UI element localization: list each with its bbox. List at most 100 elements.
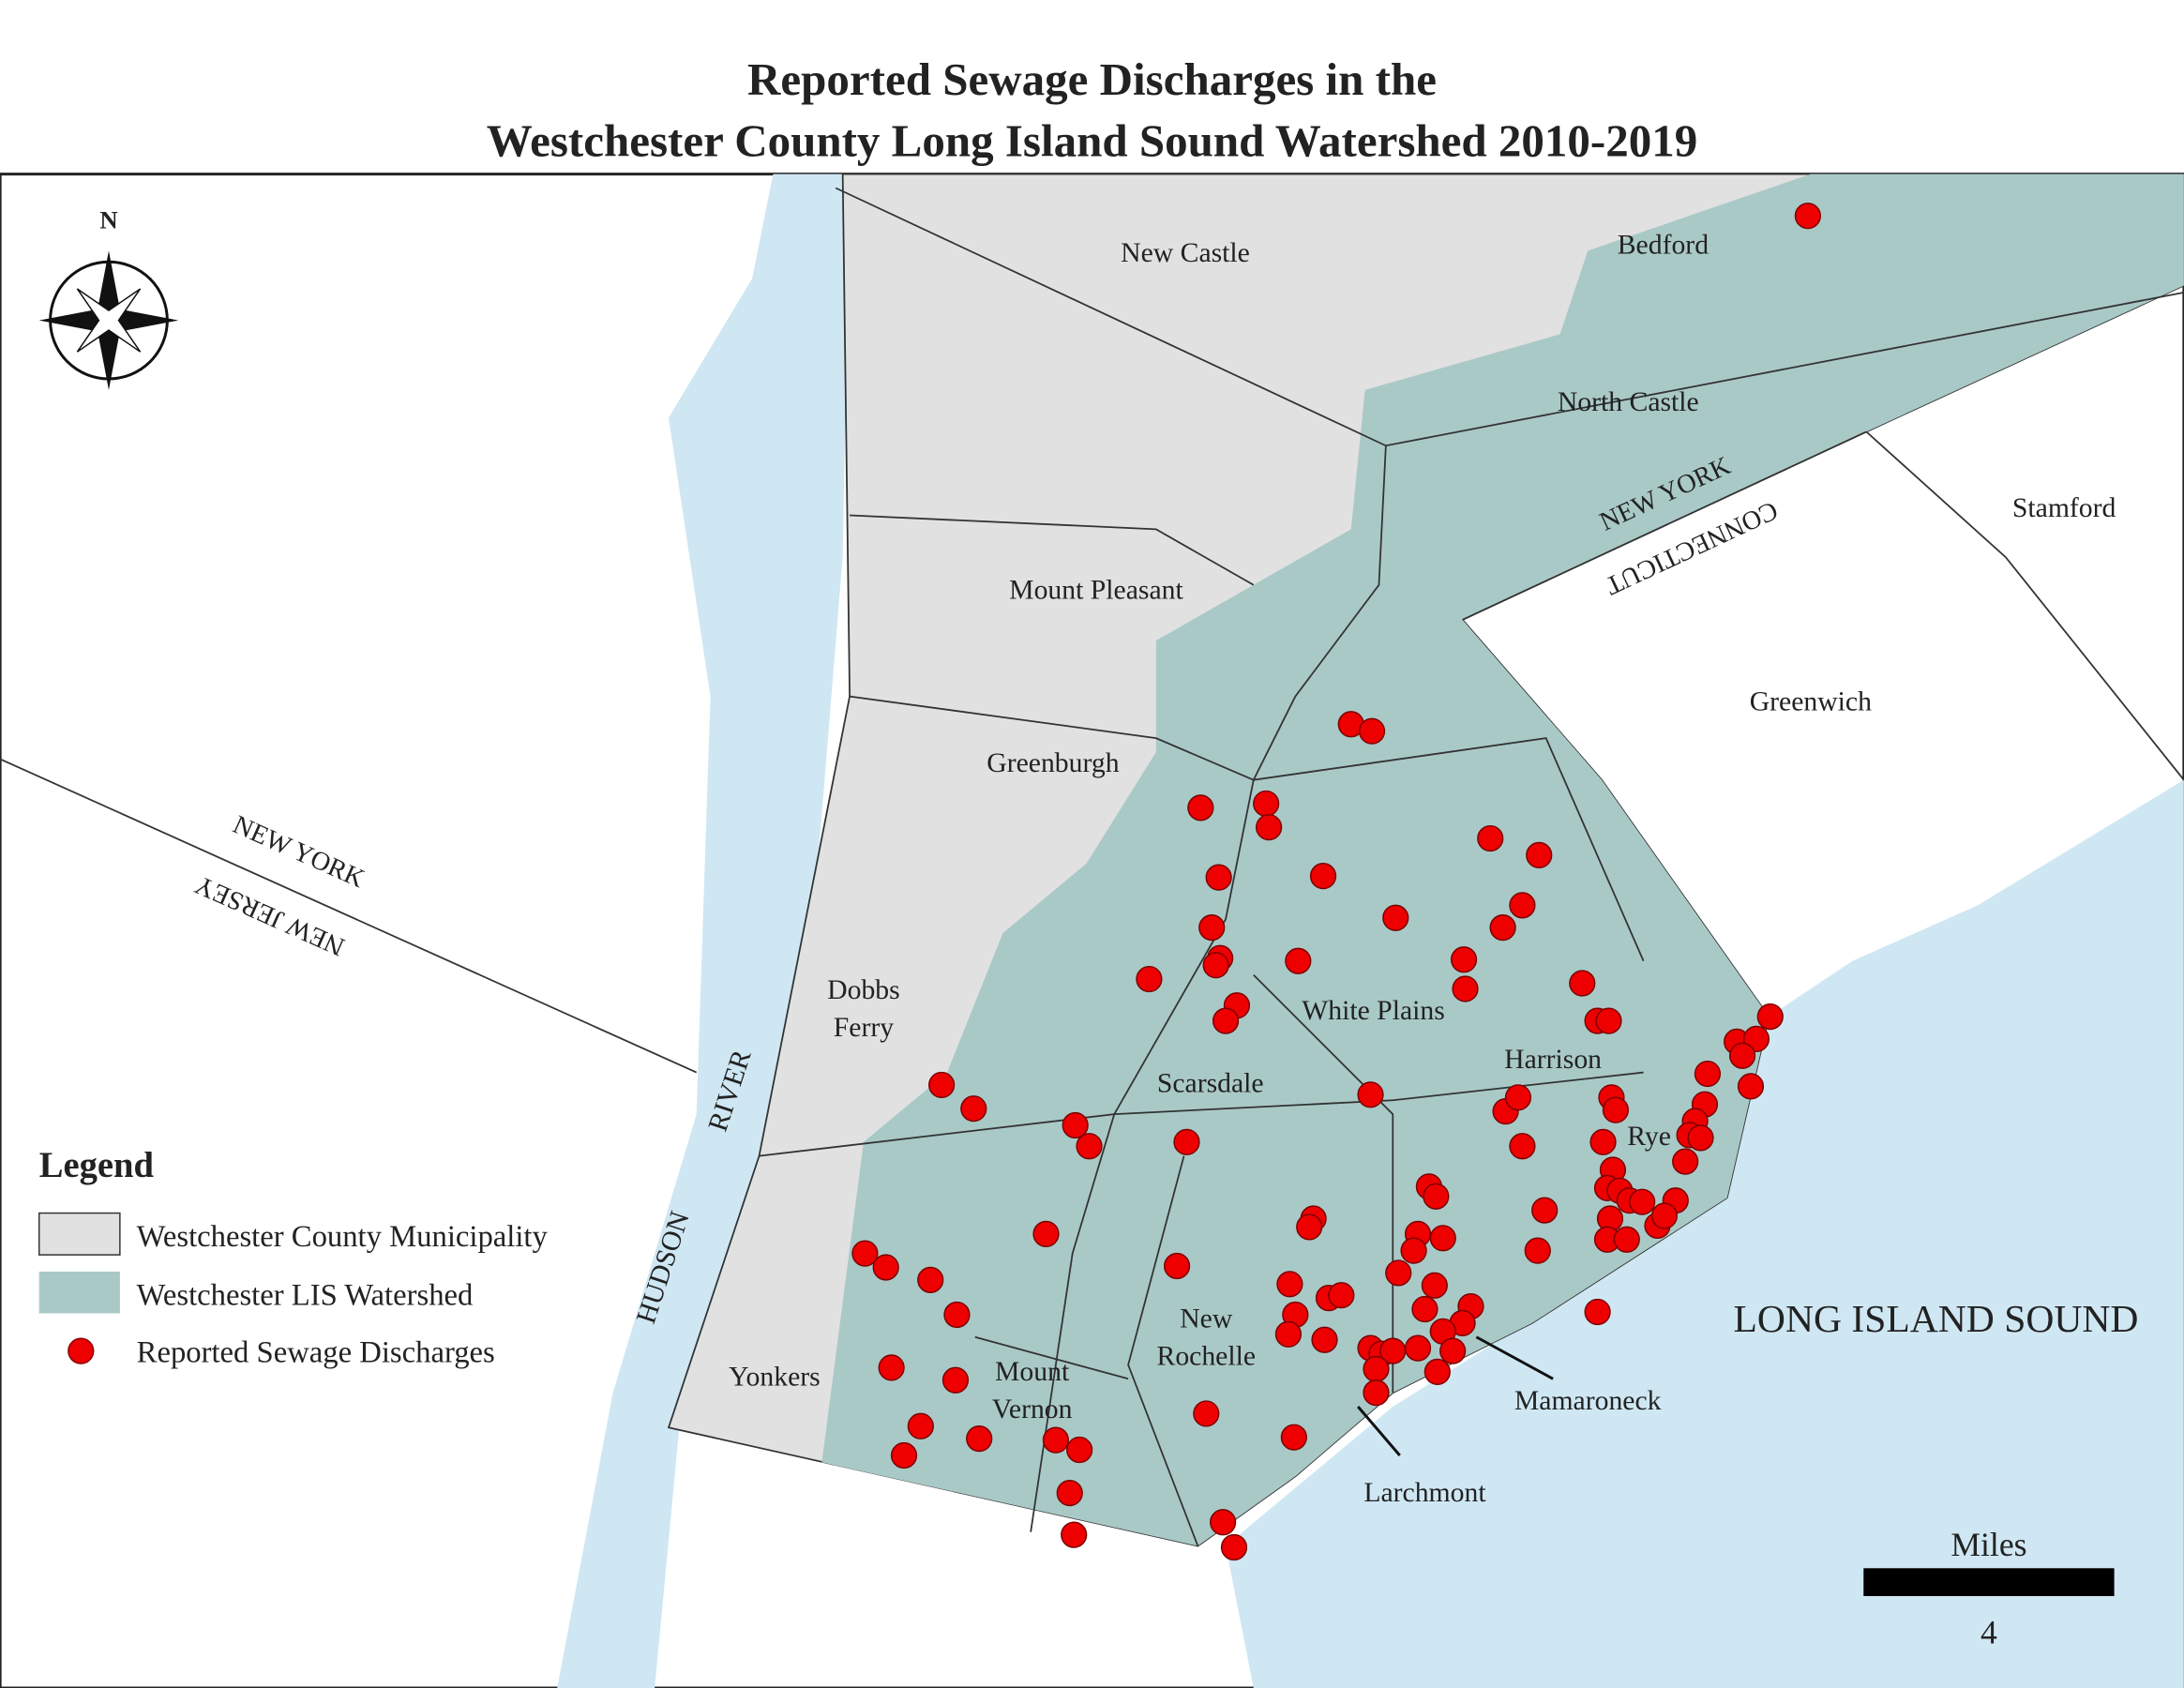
discharge-point	[1205, 864, 1232, 891]
legend: Legend Westchester County Municipality W…	[38, 1146, 549, 1369]
labels: New Castle Bedford North Castle Stamford Mou…	[729, 230, 2116, 1508]
place-label: New Rochelle	[1157, 1304, 1257, 1371]
discharge-point	[1198, 914, 1226, 942]
boundary	[1127, 1155, 1199, 1546]
place-label: Mount Pleasant	[1009, 576, 1183, 606]
place-label: Rye	[1627, 1122, 1671, 1152]
place-label: Greenburgh	[987, 748, 1119, 778]
hudson-water	[557, 173, 851, 1688]
discharge-point	[1728, 1042, 1756, 1069]
discharge-point	[1385, 1259, 1412, 1287]
title: Westchester County Long Island Sound Wat…	[487, 114, 1697, 166]
discharge-point	[1450, 946, 1478, 973]
place-label-line: Dobbs	[827, 975, 900, 1005]
discharge-point	[1296, 1213, 1323, 1241]
discharge-point	[878, 1354, 905, 1381]
compass-label: N	[99, 206, 117, 234]
title: Reported Sewage Discharges in the	[747, 53, 1437, 105]
state-line	[0, 758, 698, 1074]
discharge-point	[1061, 1521, 1088, 1548]
discharge-point	[1489, 914, 1516, 942]
discharge-point	[1136, 965, 1163, 993]
place-label-line: Mount	[995, 1357, 1070, 1387]
discharge-point	[1062, 1111, 1089, 1139]
discharge-point	[1311, 1326, 1338, 1353]
place-label: Scarsdale	[1157, 1068, 1264, 1098]
map-frame	[0, 173, 2184, 1688]
place-label-line: Ferry	[834, 1013, 894, 1043]
discharge-point	[1328, 1282, 1355, 1309]
state-line	[1865, 430, 2184, 781]
boundary	[1253, 973, 1394, 1394]
place-label: Harrison	[1504, 1045, 1602, 1075]
discharge-point	[1531, 1197, 1559, 1224]
discharge-point	[1382, 904, 1409, 931]
discharge-point	[1276, 1271, 1303, 1298]
place-label: New Castle	[1121, 238, 1250, 268]
place-label: North Castle	[1558, 387, 1699, 417]
place-label: Yonkers	[729, 1363, 821, 1393]
water-label: LONG ISLAND SOUND	[1734, 1297, 2139, 1340]
sound-water	[1226, 779, 2184, 1688]
discharge-point	[1452, 975, 1479, 1002]
discharge-point	[1477, 824, 1504, 852]
discharge-point	[1411, 1295, 1438, 1323]
scale-unit: Miles	[1951, 1526, 2026, 1563]
legend-item: Westchester County Municipality	[137, 1220, 549, 1254]
discharge-point	[1509, 892, 1536, 919]
boundary	[1030, 445, 1387, 1532]
discharge-point	[1253, 790, 1280, 818]
discharge-point	[1032, 1220, 1060, 1247]
legend-swatch	[38, 1212, 121, 1256]
place-label: Bedford	[1618, 230, 1709, 260]
leader	[1357, 1406, 1401, 1456]
place-label-line: Rochelle	[1157, 1341, 1257, 1371]
place-label: Mount Vernon	[992, 1357, 1073, 1424]
discharge-point	[1687, 1124, 1714, 1152]
scale-value: 4	[1981, 1613, 1997, 1650]
discharge-point	[1076, 1133, 1103, 1160]
discharge-point	[1357, 1081, 1384, 1108]
legend-title: Legend	[39, 1146, 155, 1185]
discharge-point	[907, 1412, 934, 1439]
boundary	[974, 1335, 1129, 1380]
place-label: Stamford	[2012, 493, 2116, 523]
discharge-point	[1421, 1272, 1448, 1299]
discharge-point	[1423, 1358, 1451, 1385]
state-line	[1462, 430, 1867, 621]
discharge-point	[966, 1425, 993, 1453]
discharge-point	[1358, 717, 1386, 745]
discharge-point	[1595, 1007, 1622, 1034]
discharge-point	[1280, 1424, 1307, 1451]
discharge-point	[1173, 1128, 1200, 1155]
discharge-point	[1193, 1400, 1220, 1427]
discharge-point	[1589, 1128, 1617, 1155]
discharge-point	[1504, 1084, 1532, 1111]
legend-item: Westchester LIS Watershed	[137, 1279, 474, 1313]
discharge-point	[1363, 1355, 1390, 1383]
discharge-point	[941, 1366, 970, 1394]
discharge-point	[1756, 1003, 1784, 1031]
boundary	[850, 514, 1255, 586]
place-label: Dobbs Ferry	[827, 975, 900, 1043]
discharge-point	[1209, 1509, 1237, 1536]
discharge-point	[1650, 1202, 1679, 1229]
discharge-point	[1423, 1183, 1450, 1210]
compass-star	[76, 288, 142, 353]
discharge-point	[1584, 1298, 1611, 1326]
discharge-point	[1613, 1226, 1640, 1253]
discharge-point	[1066, 1436, 1093, 1464]
discharge-point	[1274, 1320, 1303, 1348]
discharge-point	[1379, 1337, 1407, 1364]
discharges	[851, 203, 1821, 1561]
discharge-point	[1429, 1225, 1456, 1252]
discharge-point	[1524, 1237, 1551, 1264]
discharge-point	[943, 1301, 971, 1329]
boundary	[849, 695, 1645, 962]
scale-rect	[1863, 1568, 2115, 1596]
discharge-point	[1602, 1096, 1630, 1123]
discharge-point	[851, 1240, 879, 1267]
discharge-point	[1187, 794, 1214, 821]
discharge-point	[1629, 1188, 1656, 1215]
